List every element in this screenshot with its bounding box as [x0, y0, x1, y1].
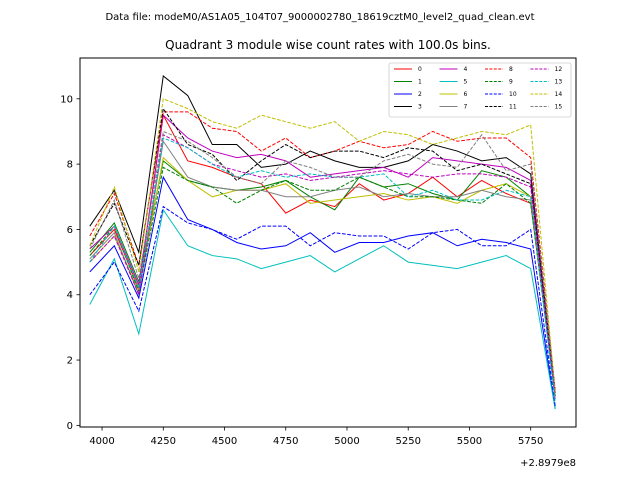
- y-tick-label: 8: [67, 160, 73, 171]
- legend-label-8: 8: [509, 66, 513, 73]
- legend-label-13: 13: [555, 79, 563, 86]
- legend-label-1: 1: [418, 79, 422, 86]
- legend-label-7: 7: [464, 104, 468, 111]
- legend-label-4: 4: [464, 66, 468, 73]
- series-lines: [89, 75, 556, 410]
- x-tick-label: 4250: [151, 436, 176, 447]
- x-tick-label: 5500: [457, 436, 482, 447]
- legend-label-15: 15: [555, 104, 563, 111]
- legend-label-0: 0: [418, 66, 422, 73]
- y-tick-label: 6: [67, 225, 73, 236]
- series-line-12: [89, 133, 556, 400]
- series-line-8: [89, 111, 556, 390]
- legend-label-2: 2: [418, 91, 422, 98]
- series-line-2: [89, 175, 556, 410]
- legend-label-12: 12: [555, 66, 563, 73]
- series-line-6: [89, 156, 556, 397]
- series-line-15: [89, 130, 556, 393]
- x-tick-label: 5000: [334, 436, 359, 447]
- legend-label-9: 9: [509, 79, 513, 86]
- series-line-11: [89, 107, 556, 393]
- axes-frame: [79, 57, 577, 428]
- x-tick-label: 5250: [395, 436, 420, 447]
- legend-label-11: 11: [509, 104, 517, 111]
- series-line-9: [89, 166, 556, 397]
- legend-label-3: 3: [418, 104, 422, 111]
- legend-label-10: 10: [509, 91, 517, 98]
- data-file-suptitle: Data file: modeM0/AS1A05_104T07_90000027…: [105, 12, 534, 23]
- y-tick-label: 2: [67, 356, 73, 367]
- legend-label-14: 14: [555, 91, 563, 98]
- y-axis-ticks: 0 2 4 6 8 10: [60, 94, 80, 432]
- x-tick-label: 4000: [89, 436, 114, 447]
- x-tick-label: 4500: [212, 436, 237, 447]
- series-line-1: [89, 159, 556, 393]
- y-tick-label: 10: [60, 94, 73, 105]
- series-line-3: [89, 75, 556, 393]
- legend-label-6: 6: [464, 91, 468, 98]
- legend-frame: [388, 62, 572, 118]
- y-tick-label: 4: [67, 290, 73, 301]
- x-tick-label: 5750: [518, 436, 543, 447]
- series-line-5: [89, 208, 556, 410]
- series-line-10: [89, 205, 556, 406]
- x-offset-label: +2.8979e8: [520, 458, 576, 469]
- x-axis-ticks: 4000 4250 4500 4750 5000 5250 5500 5750: [89, 427, 543, 447]
- series-line-13: [89, 137, 556, 403]
- legend-label-5: 5: [464, 79, 468, 86]
- chart-title: Quadrant 3 module wise count rates with …: [165, 38, 491, 52]
- x-tick-label: 4750: [273, 436, 298, 447]
- series-line-4: [89, 114, 556, 397]
- series-line-14: [89, 98, 556, 393]
- y-tick-label: 0: [67, 421, 73, 432]
- series-line-7: [89, 139, 556, 397]
